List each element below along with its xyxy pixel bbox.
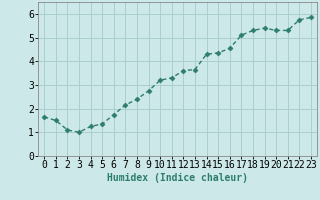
X-axis label: Humidex (Indice chaleur): Humidex (Indice chaleur) bbox=[107, 173, 248, 183]
